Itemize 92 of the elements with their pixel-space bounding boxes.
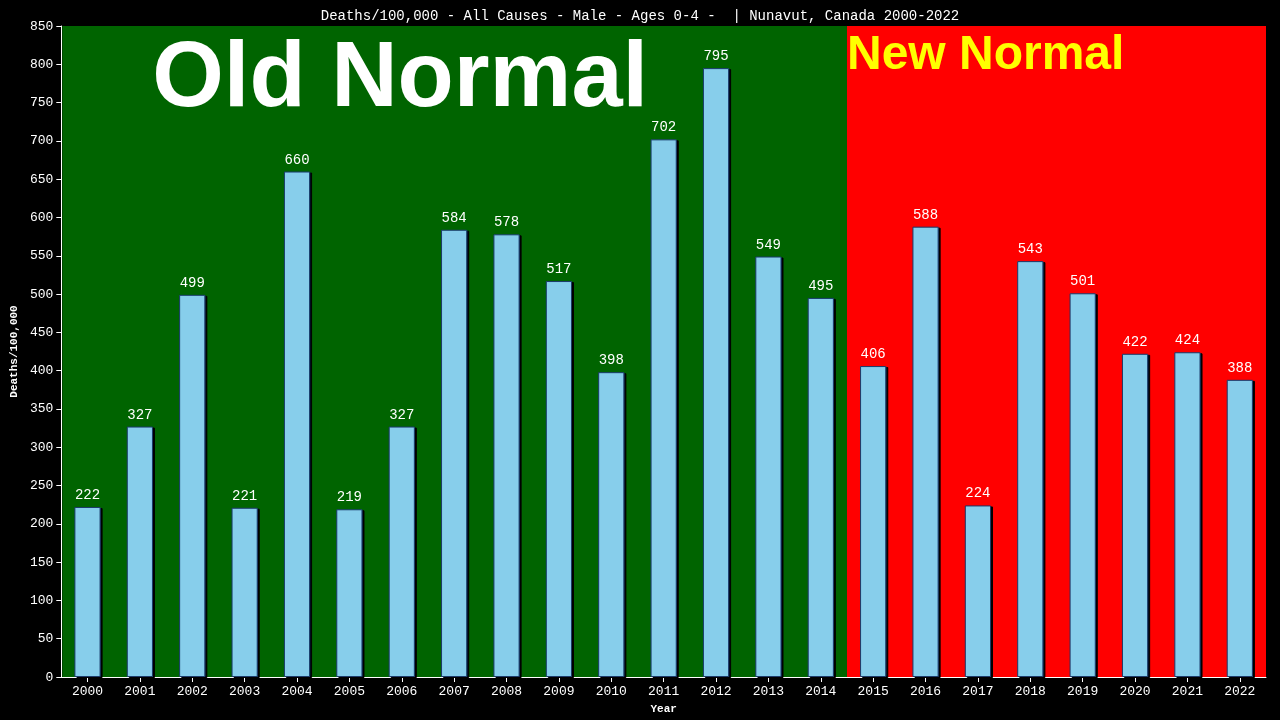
y-tick-label: 800 <box>29 56 54 72</box>
bar <box>74 506 101 677</box>
bar <box>702 68 730 677</box>
y-tick-label: 100 <box>29 592 54 608</box>
data-label: 222 <box>74 486 101 503</box>
x-tick-label: 2003 <box>229 684 261 699</box>
bar <box>755 256 782 677</box>
x-tick-label: 2014 <box>805 684 837 699</box>
x-tick-label: 2009 <box>543 684 575 699</box>
x-tick-label: 2006 <box>386 684 418 699</box>
data-label: 495 <box>808 277 834 294</box>
data-label: 221 <box>232 487 258 504</box>
x-tick-label: 2004 <box>281 684 313 699</box>
x-tick-label: 2013 <box>752 684 785 699</box>
bar <box>650 139 677 677</box>
bar <box>1226 379 1253 677</box>
band-label: Old Normal <box>152 23 649 125</box>
data-label: 549 <box>755 236 782 253</box>
bar <box>964 505 992 677</box>
y-tick-label: 300 <box>29 439 54 455</box>
x-tick-label: 2007 <box>438 684 470 699</box>
bar <box>179 294 206 677</box>
bar <box>336 509 363 677</box>
bar <box>860 366 887 677</box>
y-tick-label: 400 <box>29 363 54 379</box>
bar <box>912 226 939 677</box>
y-tick-label: 650 <box>29 171 54 187</box>
x-tick-label: 2012 <box>700 684 732 699</box>
bar <box>388 426 415 677</box>
x-axis-title: Year <box>650 702 677 715</box>
chart-title: Deaths/100,000 - All Causes - Male - Ages 0-4 - | Nunavut, Canada 2000-2022 <box>320 8 960 24</box>
data-label: 501 <box>1070 273 1096 290</box>
y-tick-label: 450 <box>29 324 54 340</box>
data-label: 224 <box>965 485 991 502</box>
bar <box>1174 352 1201 677</box>
x-tick-label: 2015 <box>857 684 889 699</box>
x-tick-label: 2017 <box>962 684 994 699</box>
data-label: 398 <box>598 352 624 369</box>
x-tick-label: 2000 <box>71 684 104 699</box>
x-tick-label: 2016 <box>909 684 942 699</box>
data-label: 219 <box>336 489 362 506</box>
data-label: 327 <box>389 406 415 423</box>
x-tick-label: 2022 <box>1224 684 1256 699</box>
data-label: 702 <box>651 119 677 136</box>
data-label: 388 <box>1227 359 1253 376</box>
bar <box>1121 353 1149 677</box>
data-label: 543 <box>1017 241 1043 258</box>
x-tick-label: 2020 <box>1119 684 1151 699</box>
x-tick-label: 2005 <box>333 684 365 699</box>
y-tick-label: 200 <box>29 516 54 532</box>
data-label: 517 <box>546 261 572 278</box>
data-label: 578 <box>493 214 520 231</box>
y-tick-label: 750 <box>29 95 54 111</box>
y-tick-label: 150 <box>29 554 54 570</box>
bar <box>1017 261 1044 677</box>
x-tick-label: 2018 <box>1014 684 1046 699</box>
bar <box>598 372 625 677</box>
data-label: 327 <box>127 406 153 423</box>
y-tick-label: 600 <box>29 209 54 225</box>
data-label: 795 <box>703 48 729 65</box>
data-label: 422 <box>1122 333 1148 350</box>
data-label: 584 <box>441 209 467 226</box>
y-tick-label: 0 <box>45 669 54 685</box>
bar <box>807 297 834 677</box>
bar <box>441 229 468 677</box>
y-tick-label: 250 <box>29 478 54 494</box>
bar <box>545 281 572 677</box>
bar <box>126 426 153 677</box>
bar <box>283 171 311 677</box>
y-tick-label: 550 <box>29 248 54 264</box>
x-tick-label: 2001 <box>124 684 156 699</box>
x-tick-label: 2002 <box>176 684 208 699</box>
y-tick-label: 850 <box>29 18 54 34</box>
y-tick-label: 700 <box>29 133 54 149</box>
x-tick-label: 2008 <box>490 684 523 699</box>
data-label: 406 <box>860 346 886 363</box>
data-label: 588 <box>912 206 939 223</box>
bar <box>1069 293 1096 677</box>
y-tick-label: 500 <box>29 286 54 302</box>
data-label: 499 <box>179 274 205 291</box>
x-tick-label: 2019 <box>1067 684 1099 699</box>
y-tick-label: 50 <box>37 631 54 647</box>
data-label: 424 <box>1174 332 1201 349</box>
x-tick-label: 2021 <box>1171 684 1204 699</box>
bar <box>231 507 258 677</box>
y-axis-title: Deaths/100,000 <box>7 305 20 398</box>
x-tick-label: 2010 <box>595 684 627 699</box>
band-label: New Normal <box>846 25 1125 79</box>
bar <box>493 234 520 677</box>
x-tick-label: 2011 <box>648 684 680 699</box>
data-label: 660 <box>284 151 310 168</box>
y-tick-label: 350 <box>29 401 54 417</box>
